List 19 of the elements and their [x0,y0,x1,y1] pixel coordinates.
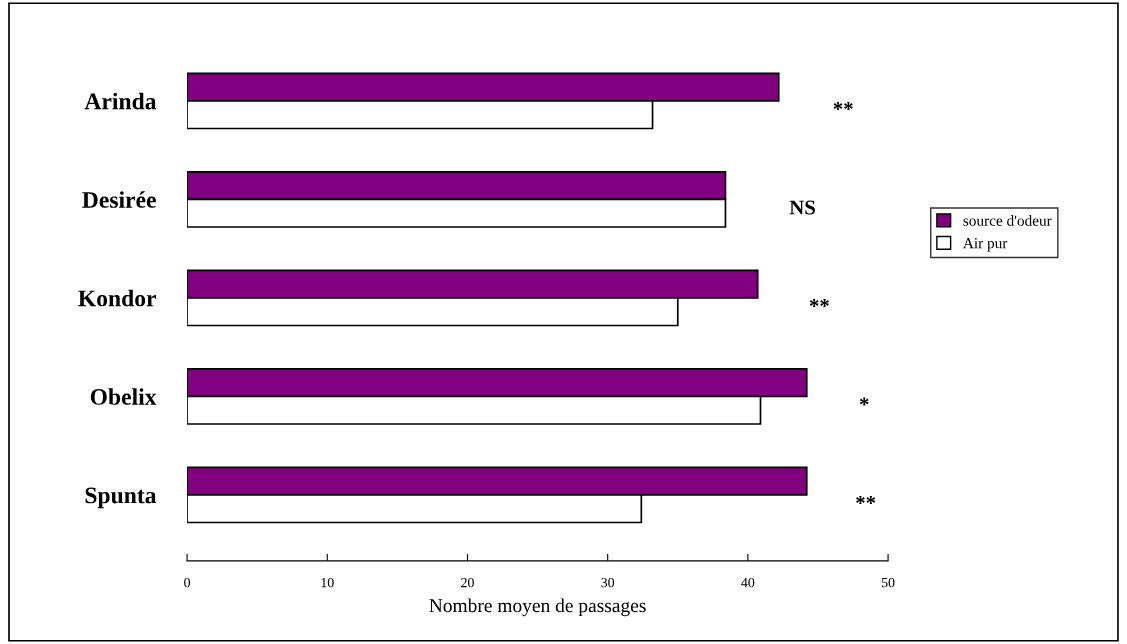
y-tick-label: Arinda [84,92,157,110]
x-tick-label: 20 [461,577,474,588]
legend-label: Air pur [963,238,1008,252]
x-tick-label: 0 [184,577,191,588]
y-tick-label: Desirée [82,191,156,208]
annotation: ** [856,496,876,504]
x-tick-label: 10 [321,577,334,588]
annotation: NS [789,200,815,215]
annotation: ** [809,299,829,307]
annotation: * [859,397,869,406]
annotation: ** [833,102,853,110]
y-tick-label: Kondor [78,289,157,307]
x-axis-title: Nombre moyen de passages [429,598,646,617]
y-tick-label: Obelix [90,388,157,405]
x-tick-label: 40 [741,577,755,588]
legend-label: source d'odeur [963,215,1052,226]
x-tick-label: 30 [601,577,615,588]
y-tick-label: Spunta [85,487,157,509]
x-tick-label: 50 [881,577,895,588]
